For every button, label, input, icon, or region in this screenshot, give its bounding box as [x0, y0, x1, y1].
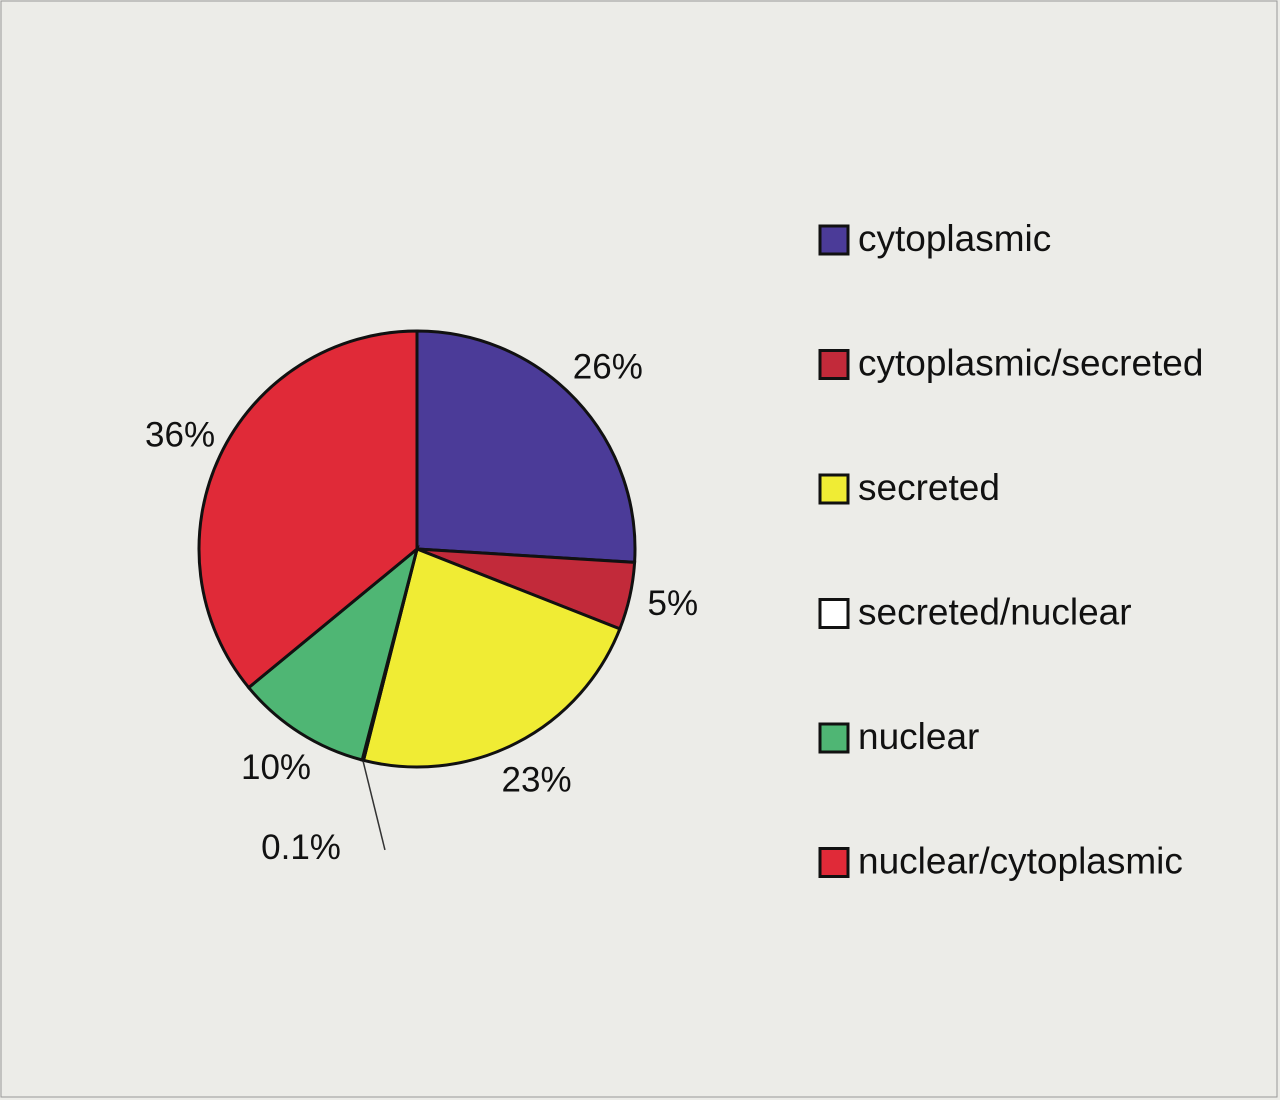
data-label: 10%	[241, 748, 311, 787]
pie-slice	[361, 546, 622, 769]
legend-label: secreted	[858, 467, 1000, 508]
data-label: 23%	[502, 760, 572, 799]
legend-label: nuclear/cytoplasmic	[858, 840, 1183, 881]
legend-swatch	[818, 224, 850, 256]
leader-line	[362, 759, 386, 851]
pie-slice	[415, 329, 637, 564]
legend-swatch	[818, 349, 850, 380]
data-label: 5%	[647, 584, 698, 623]
legend-swatch	[818, 598, 850, 629]
legend-label: cytoplasmic	[858, 218, 1051, 259]
legend-label: cytoplasmic/secreted	[858, 342, 1203, 383]
legend-swatch	[818, 473, 850, 505]
legend-swatch	[818, 722, 850, 754]
legend-label: nuclear	[858, 716, 979, 757]
legend-label: secreted/nuclear	[858, 591, 1132, 632]
legend-swatch	[818, 847, 850, 878]
data-label: 0.1%	[261, 828, 341, 867]
pie-slice	[197, 329, 419, 690]
data-label: 26%	[573, 348, 643, 387]
data-label: 36%	[145, 415, 215, 454]
pie-slice	[246, 544, 420, 762]
